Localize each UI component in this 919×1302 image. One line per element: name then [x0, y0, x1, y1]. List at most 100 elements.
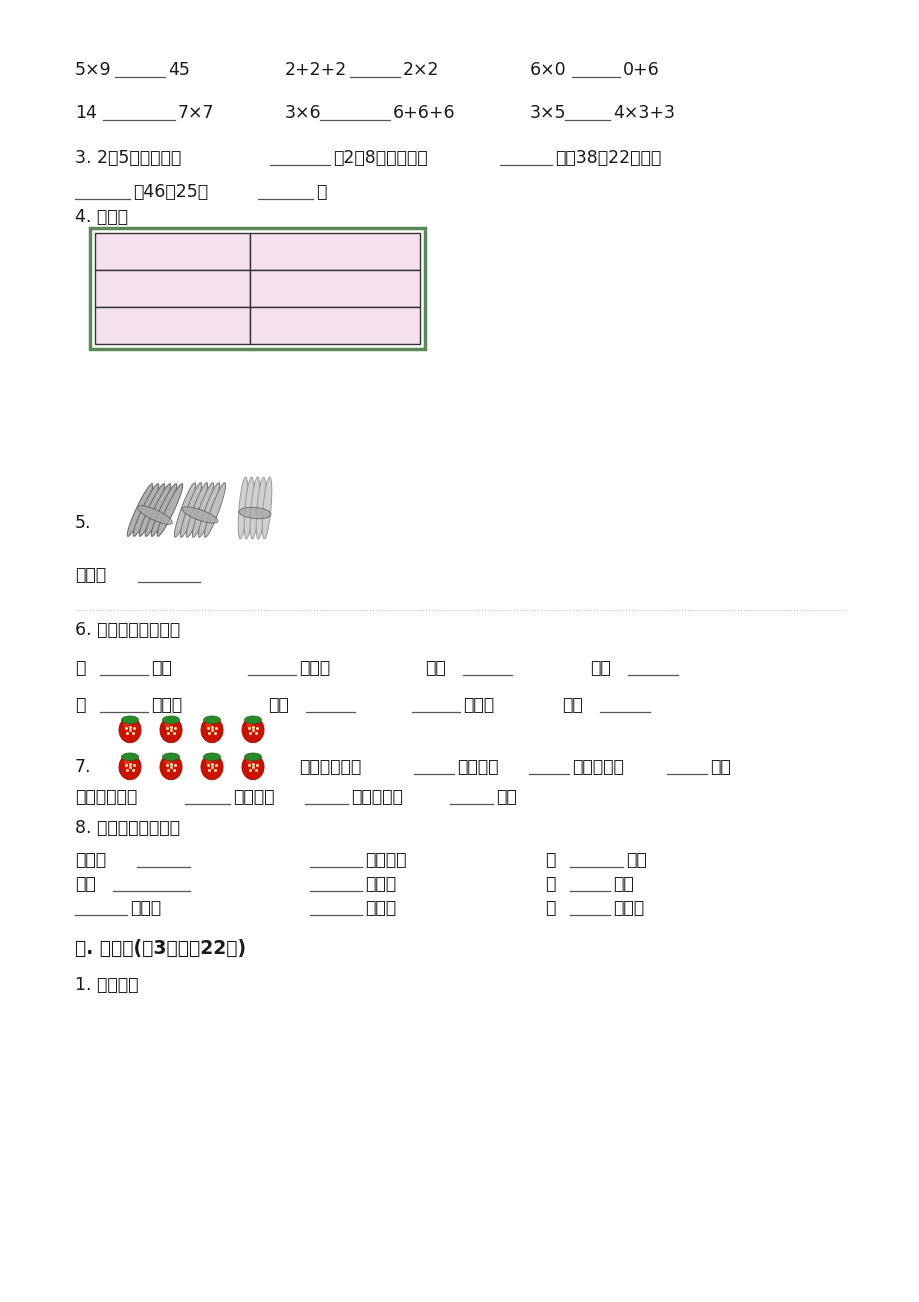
Ellipse shape — [157, 483, 183, 536]
Text: 三: 三 — [544, 898, 555, 917]
Ellipse shape — [206, 721, 211, 728]
Ellipse shape — [206, 759, 211, 766]
Text: 二十七: 二十七 — [365, 898, 396, 917]
Text: 十二: 十二 — [625, 852, 646, 868]
Text: 二三得: 二三得 — [75, 852, 106, 868]
Text: 四. 计算题(共3题，共22分): 四. 计算题(共3题，共22分) — [75, 939, 246, 957]
Text: ；2个8相乘，积是: ；2个8相乘，积是 — [333, 148, 427, 167]
Text: 四十六: 四十六 — [299, 659, 330, 677]
Ellipse shape — [127, 483, 153, 536]
Text: ；比38多22的数是: ；比38多22的数是 — [554, 148, 661, 167]
Text: 列，一共有: 列，一共有 — [351, 788, 403, 806]
Ellipse shape — [244, 716, 261, 724]
Text: 五五: 五五 — [267, 697, 289, 713]
Ellipse shape — [244, 477, 254, 539]
Text: 4. 填空。: 4. 填空。 — [75, 208, 128, 227]
Text: 二: 二 — [544, 852, 555, 868]
Text: 2+2+2: 2+2+2 — [285, 61, 346, 79]
Ellipse shape — [187, 483, 208, 538]
Ellipse shape — [119, 717, 141, 742]
Ellipse shape — [200, 717, 222, 742]
Ellipse shape — [163, 716, 179, 724]
Text: 一六: 一六 — [589, 659, 610, 677]
Ellipse shape — [165, 759, 170, 766]
Text: 六十八: 六十八 — [462, 697, 494, 713]
Text: 三八: 三八 — [75, 875, 96, 893]
Ellipse shape — [138, 505, 172, 525]
Text: 6. 把口诀补充完整。: 6. 把口诀补充完整。 — [75, 621, 180, 639]
Ellipse shape — [180, 483, 201, 538]
Text: 六六: 六六 — [425, 659, 446, 677]
Ellipse shape — [255, 477, 266, 539]
Ellipse shape — [242, 754, 264, 780]
Text: 3. 2个5相加，和是: 3. 2个5相加，和是 — [75, 148, 181, 167]
Ellipse shape — [121, 753, 139, 760]
Text: 2×2: 2×2 — [403, 61, 439, 79]
Ellipse shape — [119, 754, 141, 780]
Ellipse shape — [175, 483, 196, 538]
Ellipse shape — [199, 483, 220, 538]
Text: 口诀: 口诀 — [257, 243, 277, 259]
Ellipse shape — [203, 753, 221, 760]
Text: 2×2=: 2×2= — [103, 318, 150, 333]
Ellipse shape — [192, 483, 213, 538]
Ellipse shape — [123, 759, 130, 766]
Ellipse shape — [204, 483, 225, 538]
Text: 六十八: 六十八 — [130, 898, 161, 917]
Text: 4×4=: 4×4= — [103, 281, 150, 296]
Text: 0+6: 0+6 — [622, 61, 659, 79]
Text: 个。: 个。 — [495, 788, 516, 806]
Text: 4×3+3: 4×3+3 — [612, 104, 675, 122]
Ellipse shape — [160, 717, 182, 742]
Text: 四: 四 — [75, 697, 85, 713]
Ellipse shape — [133, 483, 159, 536]
Text: 1×3=: 1×3= — [103, 243, 150, 259]
Ellipse shape — [200, 754, 222, 780]
Text: 二: 二 — [75, 659, 85, 677]
Bar — [250, 270, 420, 307]
Text: 二十: 二十 — [612, 875, 633, 893]
Bar — [250, 307, 420, 344]
Ellipse shape — [139, 483, 165, 536]
Text: 45: 45 — [168, 61, 189, 79]
Text: 六二十四: 六二十四 — [365, 852, 406, 868]
Text: 7.: 7. — [75, 758, 91, 776]
Text: 横着看，每行: 横着看，每行 — [299, 758, 361, 776]
Bar — [95, 307, 250, 344]
Ellipse shape — [163, 753, 179, 760]
Text: 3×6: 3×6 — [285, 104, 322, 122]
Text: 二十四: 二十四 — [151, 697, 182, 713]
Text: 5.: 5. — [75, 514, 91, 533]
Text: 8. 把口诀补充完整。: 8. 把口诀补充完整。 — [75, 819, 180, 837]
Text: 口诀: 口诀 — [257, 281, 277, 296]
Ellipse shape — [244, 753, 261, 760]
Text: 个，共有: 个，共有 — [457, 758, 498, 776]
Text: 5×9: 5×9 — [75, 61, 111, 79]
Text: 行，一共有: 行，一共有 — [572, 758, 623, 776]
Ellipse shape — [182, 506, 218, 523]
Text: 6×0: 6×0 — [529, 61, 566, 79]
Ellipse shape — [160, 754, 182, 780]
Text: 3×5: 3×5 — [529, 104, 566, 122]
Text: 竖着看，每列: 竖着看，每列 — [75, 788, 137, 806]
Ellipse shape — [239, 508, 271, 518]
Ellipse shape — [151, 483, 176, 536]
Ellipse shape — [121, 716, 139, 724]
Ellipse shape — [145, 483, 171, 536]
Text: 6+6+6: 6+6+6 — [392, 104, 455, 122]
Ellipse shape — [246, 721, 253, 728]
Text: 四: 四 — [544, 875, 555, 893]
Ellipse shape — [250, 477, 259, 539]
Text: 十二: 十二 — [151, 659, 172, 677]
Ellipse shape — [203, 716, 221, 724]
Text: 口诀: 口诀 — [257, 318, 277, 333]
Bar — [250, 233, 420, 270]
Bar — [95, 270, 250, 307]
Text: 算式：: 算式： — [75, 566, 106, 585]
Ellipse shape — [165, 721, 170, 728]
Ellipse shape — [262, 477, 271, 539]
Text: ；46比25多: ；46比25多 — [133, 184, 208, 201]
Ellipse shape — [238, 477, 247, 539]
Text: 二十一: 二十一 — [612, 898, 643, 917]
FancyBboxPatch shape — [90, 228, 425, 349]
